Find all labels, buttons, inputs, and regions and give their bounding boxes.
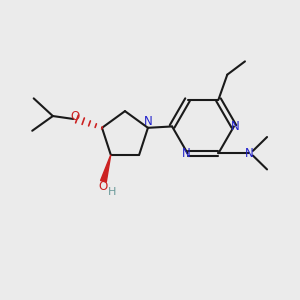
Text: O: O	[99, 180, 108, 193]
Polygon shape	[100, 155, 111, 182]
Text: H: H	[107, 187, 116, 196]
Text: N: N	[182, 147, 190, 160]
Text: N: N	[245, 147, 254, 160]
Text: N: N	[231, 120, 240, 133]
Text: N: N	[144, 116, 152, 128]
Text: O: O	[70, 110, 79, 122]
